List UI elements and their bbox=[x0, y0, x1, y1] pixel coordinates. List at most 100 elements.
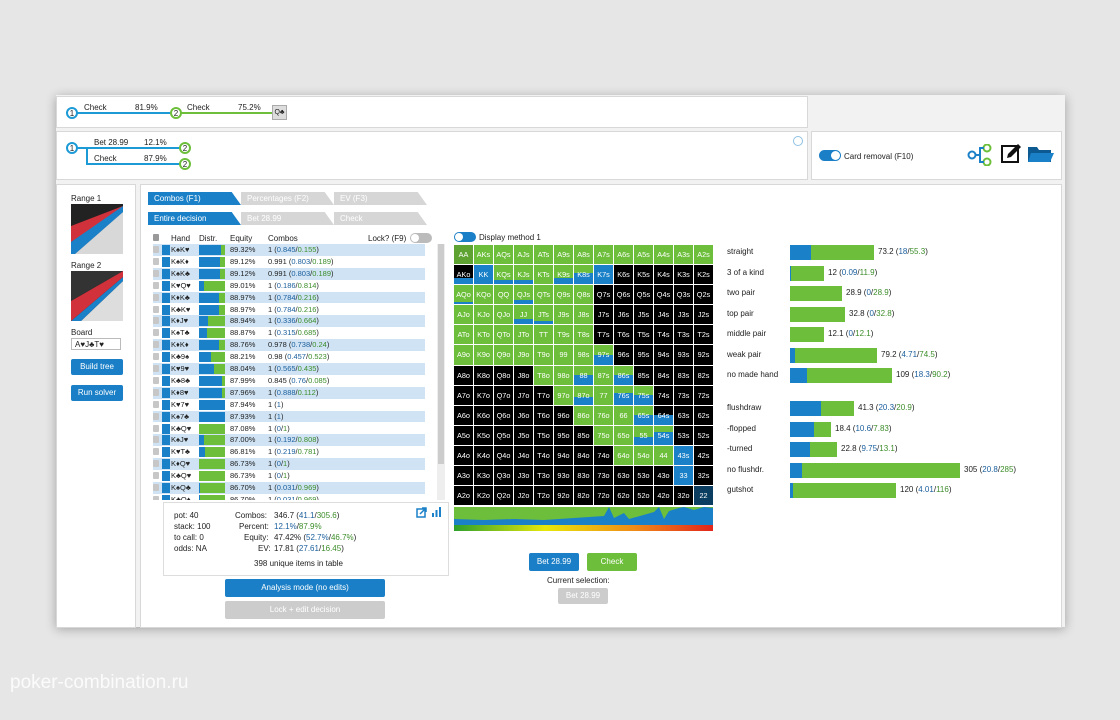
matrix-cell[interactable]: KQo bbox=[474, 285, 493, 305]
current-selection-button[interactable]: Bet 28.99 bbox=[558, 588, 608, 604]
matrix-cell[interactable]: 76s bbox=[614, 385, 633, 405]
table-row[interactable]: K♣9♠ 88.21% 0.98 (0.457/0.523) bbox=[153, 351, 425, 363]
subtab-entire-decision[interactable]: Entire decision bbox=[148, 212, 241, 225]
display-method-toggle[interactable] bbox=[454, 232, 476, 242]
matrix-cell[interactable]: T7o bbox=[534, 385, 553, 405]
matrix-cell[interactable]: QQ bbox=[494, 285, 513, 305]
matrix-cell[interactable]: 93s bbox=[674, 345, 693, 365]
matrix-cell[interactable]: 65o bbox=[614, 425, 633, 445]
matrix-cell[interactable]: 53s bbox=[674, 425, 693, 445]
legend-check-button[interactable]: Check bbox=[587, 553, 637, 571]
lock-icon[interactable] bbox=[153, 281, 159, 289]
matrix-cell[interactable]: K4s bbox=[654, 265, 673, 285]
matrix-cell[interactable]: AJs bbox=[514, 245, 533, 265]
table-row[interactable]: K♠T♣ 88.87% 1 (0.315/0.685) bbox=[153, 327, 425, 339]
matrix-cell[interactable]: KK bbox=[474, 265, 493, 285]
matrix-cell[interactable]: Q6s bbox=[614, 285, 633, 305]
table-row[interactable]: K♣Q♥ 87.08% 1 (0/1) bbox=[153, 423, 425, 435]
matrix-cell[interactable]: 97s bbox=[594, 345, 613, 365]
table-row[interactable]: K♣Q♦ 86.70% 1 (0.031/0.969) bbox=[153, 494, 425, 500]
matrix-cell[interactable]: 74s bbox=[654, 385, 673, 405]
matrix-cell[interactable]: Q2o bbox=[494, 486, 513, 506]
category-row[interactable]: straight 73.2 (18/55.3) bbox=[727, 243, 1047, 261]
matrix-cell[interactable]: 72o bbox=[594, 486, 613, 506]
matrix-cell[interactable]: ATs bbox=[534, 245, 553, 265]
matrix-cell[interactable]: Q2s bbox=[694, 285, 713, 305]
matrix-cell[interactable]: 82s bbox=[694, 365, 713, 385]
matrix-cell[interactable]: QJs bbox=[514, 285, 533, 305]
matrix-cell[interactable]: 98o bbox=[554, 365, 573, 385]
table-row[interactable]: K♦8♥ 87.96% 1 (0.888/0.112) bbox=[153, 386, 425, 399]
matrix-cell[interactable]: KTo bbox=[474, 325, 493, 345]
matrix-cell[interactable]: 87o bbox=[574, 385, 593, 405]
matrix-cell[interactable]: 86s bbox=[614, 365, 633, 385]
lock-icon[interactable] bbox=[153, 388, 159, 396]
table-row[interactable]: K♠J♥ 87.00% 1 (0.192/0.808) bbox=[153, 434, 425, 447]
matrix-cell[interactable]: 92o bbox=[554, 486, 573, 506]
lock-icon[interactable] bbox=[153, 293, 159, 301]
matrix-cell[interactable]: J9o bbox=[514, 345, 533, 365]
lock-icon[interactable] bbox=[153, 246, 159, 253]
table-row[interactable]: K♥Q♥ 89.01% 1 (0.186/0.814) bbox=[153, 280, 425, 292]
matrix-cell[interactable]: J6o bbox=[514, 405, 533, 425]
matrix-cell[interactable]: A4s bbox=[654, 245, 673, 265]
lock-icon[interactable] bbox=[153, 365, 159, 372]
matrix-cell[interactable]: 97o bbox=[554, 385, 573, 405]
table-row[interactable]: K♠K♣ 89.12% 0.991 (0.803/0.189) bbox=[153, 267, 425, 280]
matrix-cell[interactable]: T7s bbox=[594, 325, 613, 345]
matrix-cell[interactable]: Q4s bbox=[654, 285, 673, 305]
tree-action-check-2[interactable]: Check bbox=[187, 103, 210, 112]
analysis-mode-button[interactable]: Analysis mode (no edits) bbox=[225, 579, 385, 597]
matrix-cell[interactable]: K2o bbox=[474, 486, 493, 506]
matrix-cell[interactable]: QTs bbox=[534, 285, 553, 305]
matrix-cell[interactable]: Q5s bbox=[634, 285, 653, 305]
lock-icon[interactable] bbox=[153, 400, 159, 408]
matrix-cell[interactable]: 32o bbox=[674, 486, 693, 506]
table-row[interactable]: K♦J♥ 88.94% 1 (0.336/0.664) bbox=[153, 315, 425, 328]
matrix-cell[interactable]: 75o bbox=[594, 425, 613, 445]
category-row[interactable]: no flushdr. 305 (20.8/285) bbox=[727, 461, 1047, 479]
matrix-cell[interactable]: 63s bbox=[674, 405, 693, 425]
matrix-cell[interactable]: Q4o bbox=[494, 445, 513, 466]
matrix-cell[interactable]: A3o bbox=[454, 466, 473, 486]
matrix-cell[interactable]: Q9o bbox=[494, 345, 513, 365]
matrix-cell[interactable]: 84s bbox=[654, 365, 673, 385]
matrix-cell[interactable]: T6o bbox=[534, 405, 553, 425]
matrix-cell[interactable]: AJo bbox=[454, 305, 473, 325]
matrix-cell[interactable]: J3o bbox=[514, 466, 533, 486]
matrix-cell[interactable]: A8o bbox=[454, 365, 473, 385]
card-removal-toggle[interactable] bbox=[819, 150, 841, 161]
lock-icon[interactable] bbox=[153, 412, 159, 420]
matrix-cell[interactable]: QTo bbox=[494, 325, 513, 345]
matrix-cell[interactable]: 92s bbox=[694, 345, 713, 365]
matrix-cell[interactable]: 33 bbox=[674, 466, 693, 486]
matrix-cell[interactable]: 43o bbox=[654, 466, 673, 486]
matrix-cell[interactable]: 42s bbox=[694, 445, 713, 466]
tab-ev[interactable]: EV (F3) bbox=[334, 192, 427, 205]
board-input[interactable]: A♥J♣T♥ bbox=[71, 338, 121, 350]
lock-icon[interactable] bbox=[153, 305, 159, 313]
matrix-cell[interactable]: JTs bbox=[534, 305, 553, 325]
matrix-cell[interactable]: J9s bbox=[554, 305, 573, 325]
matrix-cell[interactable]: A7o bbox=[454, 385, 473, 405]
tree-action-check[interactable]: Check bbox=[84, 103, 107, 112]
matrix-cell[interactable]: A6s bbox=[614, 245, 633, 265]
matrix-cell[interactable]: 99 bbox=[554, 345, 573, 365]
matrix-cell[interactable]: 22 bbox=[694, 486, 713, 506]
matrix-cell[interactable]: A2o bbox=[454, 486, 473, 506]
table-row[interactable]: K♣8♣ 87.99% 0.845 (0.76/0.085) bbox=[153, 375, 425, 387]
matrix-cell[interactable]: T6s bbox=[614, 325, 633, 345]
matrix-cell[interactable]: A5s bbox=[634, 245, 653, 265]
table-row[interactable]: K♠K♦ 89.12% 0.991 (0.803/0.189) bbox=[153, 256, 425, 268]
lock-icon[interactable] bbox=[153, 472, 159, 480]
matrix-cell[interactable]: A4o bbox=[454, 445, 473, 466]
matrix-cell[interactable]: AQs bbox=[494, 245, 513, 265]
matrix-cell[interactable]: 62s bbox=[694, 405, 713, 425]
matrix-cell[interactable]: 85o bbox=[574, 425, 593, 445]
matrix-cell[interactable]: Q9s bbox=[554, 285, 573, 305]
matrix-cell[interactable]: Q6o bbox=[494, 405, 513, 425]
tree-node-2[interactable]: 2 bbox=[170, 107, 182, 119]
matrix-cell[interactable]: T4o bbox=[534, 445, 553, 466]
matrix-cell[interactable]: J7s bbox=[594, 305, 613, 325]
lock-icon[interactable] bbox=[153, 484, 159, 491]
